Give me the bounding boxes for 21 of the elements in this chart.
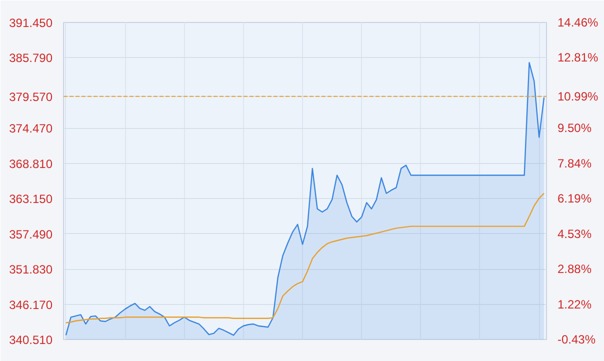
y2-tick-label: 6.19% xyxy=(558,192,592,206)
y-tick-label: 374.470 xyxy=(9,122,53,136)
y2-tick-label: 1.22% xyxy=(558,297,592,312)
y-tick-label: 385.790 xyxy=(9,51,53,66)
y2-tick-label: 14.46% xyxy=(558,16,599,30)
y2-tick-label: -0.43% xyxy=(558,332,596,346)
y2-tick-label: 9.50% xyxy=(558,121,592,136)
y-tick-label: 346.170 xyxy=(9,298,53,312)
y2-tick-label: 7.84% xyxy=(558,156,592,170)
y-tick-label: 379.570 xyxy=(9,90,53,104)
y2-tick-label: 10.99% xyxy=(558,89,599,104)
y2-tick-label: 4.53% xyxy=(558,226,592,241)
y-tick-label: 351.830 xyxy=(9,262,53,277)
y-tick-label: 391.450 xyxy=(9,16,53,30)
y2-tick-label: 12.81% xyxy=(558,50,599,65)
y2-tick-label: 2.88% xyxy=(558,262,592,276)
y-tick-label: 340.510 xyxy=(9,333,53,347)
y-tick-label: 357.490 xyxy=(9,227,53,242)
y-tick-label: 368.810 xyxy=(9,156,53,171)
y-tick-label: 363.150 xyxy=(9,192,53,206)
line-series xyxy=(65,192,545,324)
